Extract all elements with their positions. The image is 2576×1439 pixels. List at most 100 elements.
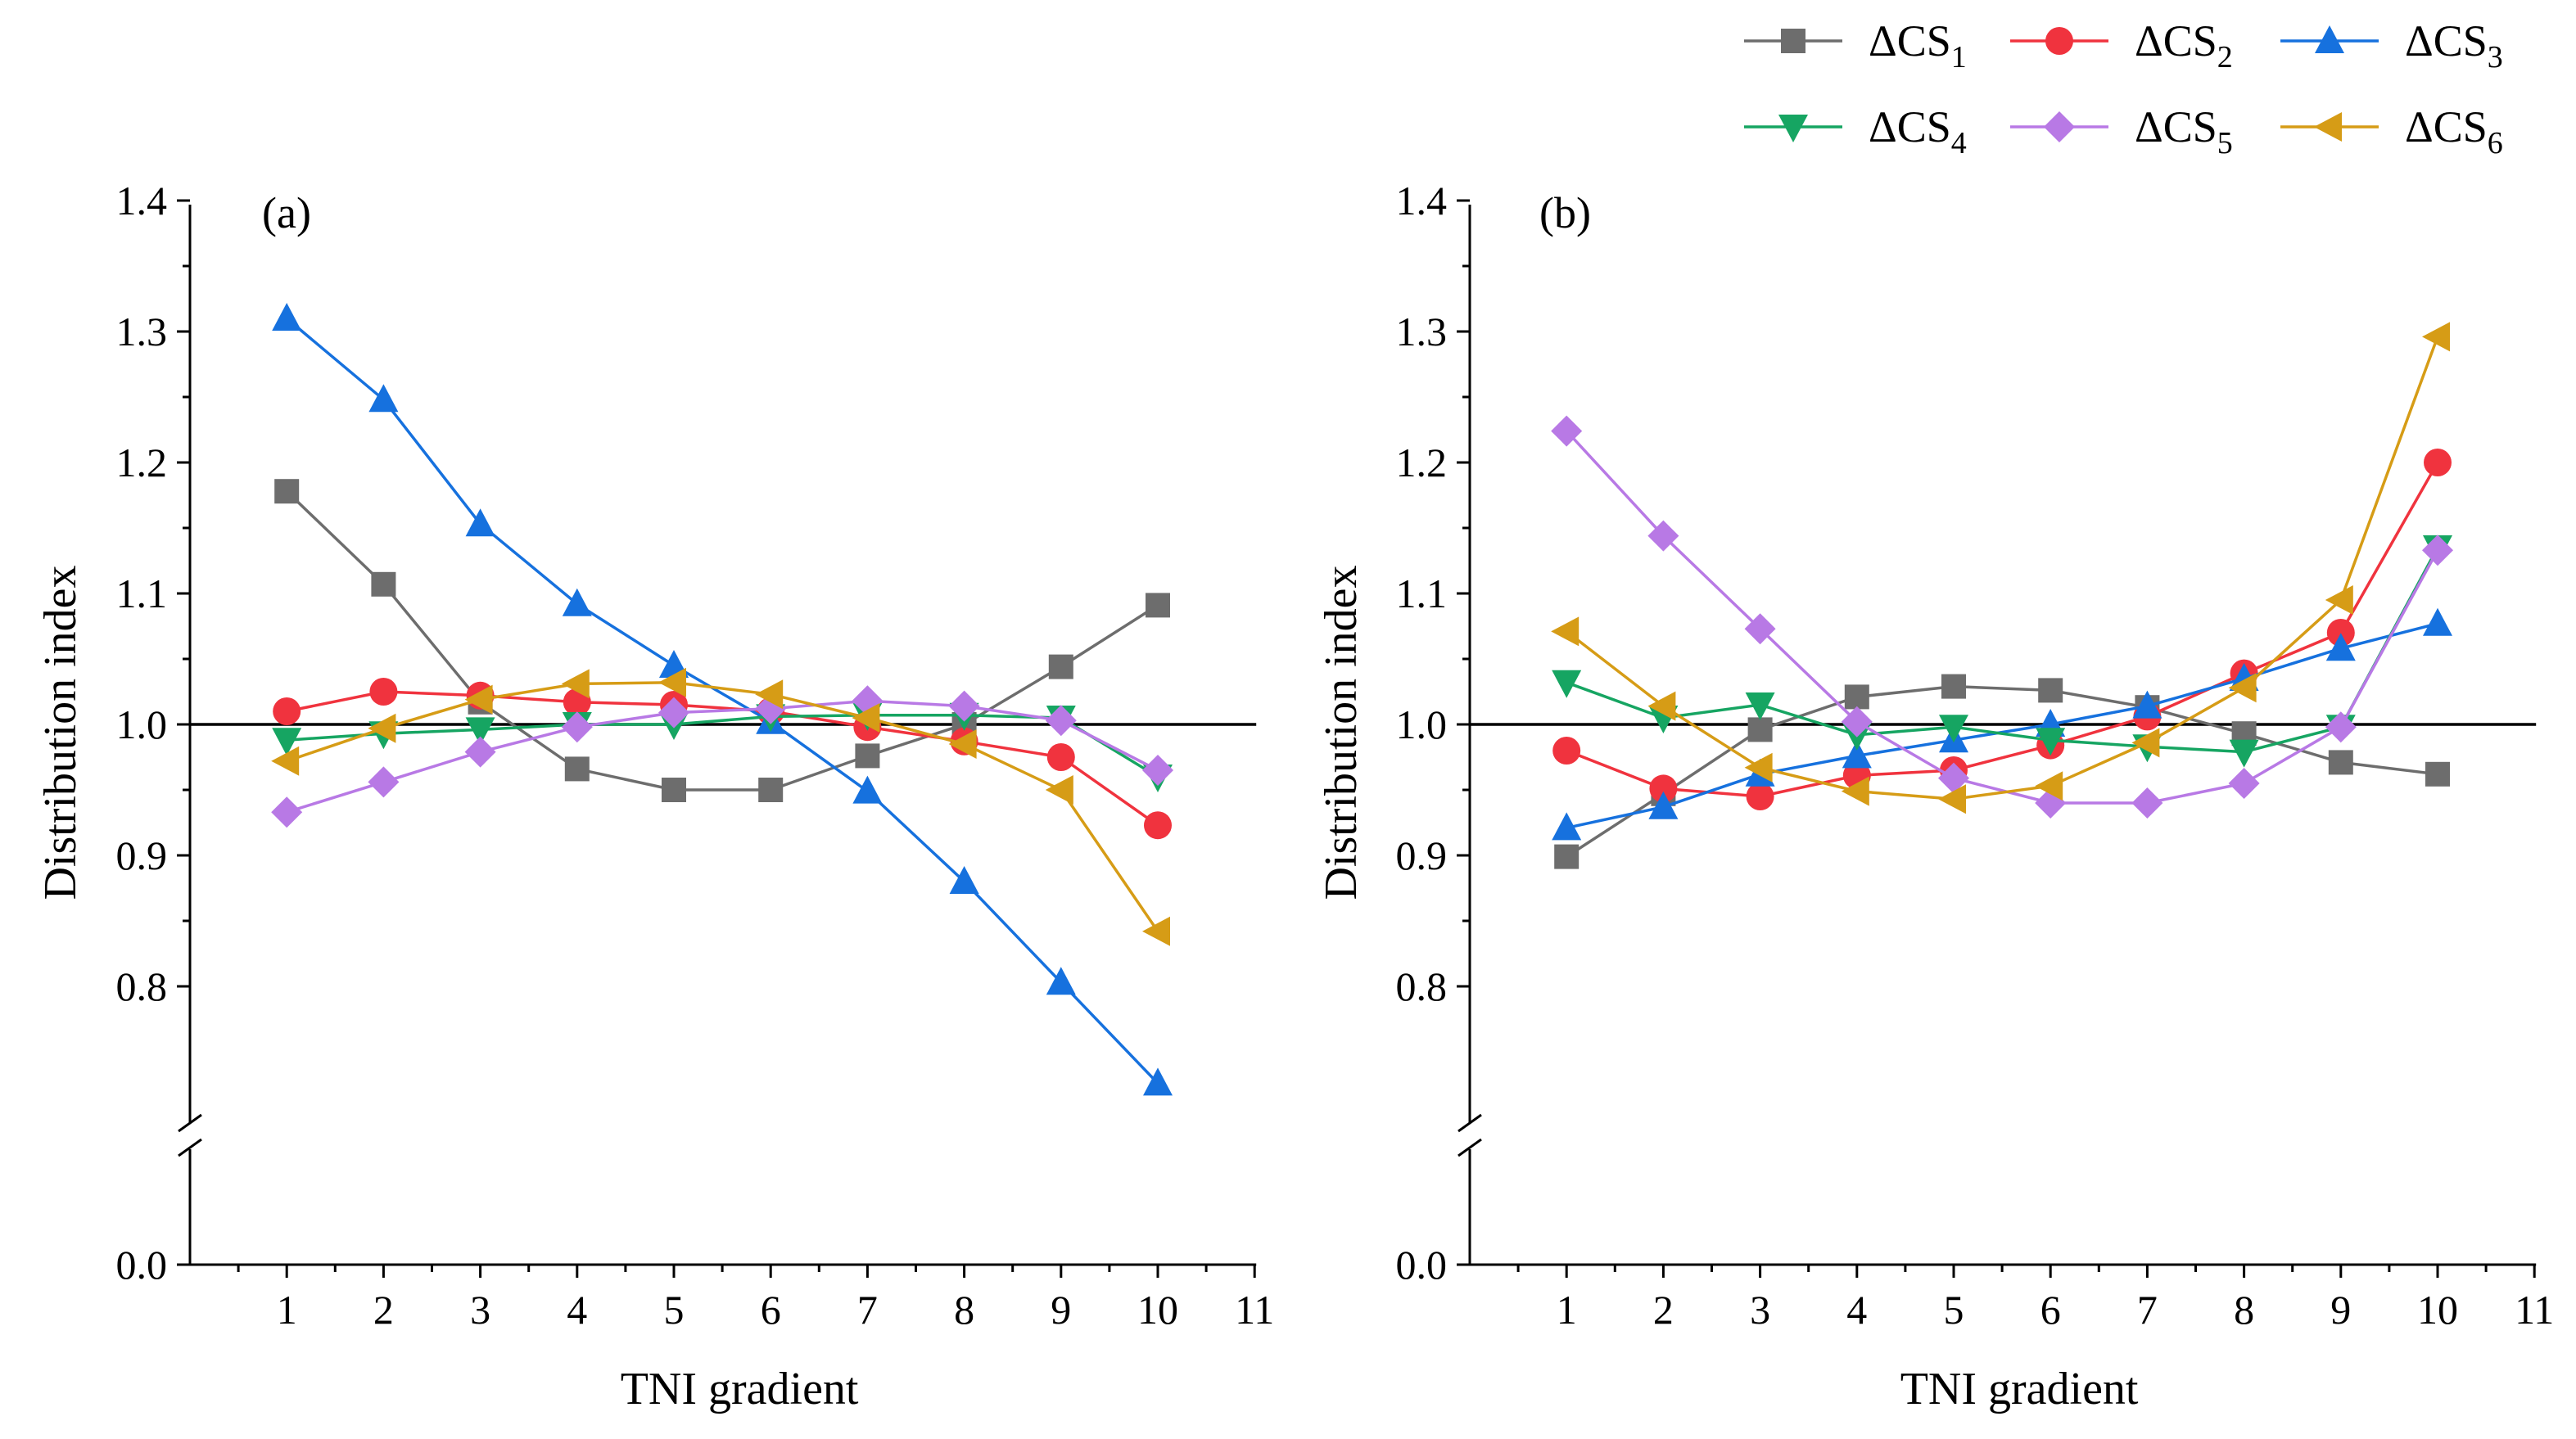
data-point [1045, 705, 1077, 737]
data-point [1938, 762, 1969, 794]
y-tick-label: 0.0 [1396, 1242, 1448, 1288]
legend-label-main: ΔCS [2405, 102, 2488, 151]
data-point [1551, 616, 1579, 647]
data-point [562, 588, 592, 616]
data-point [2038, 678, 2063, 703]
x-tick-label: 10 [2417, 1287, 2458, 1333]
data-point [1941, 674, 1966, 699]
data-point [274, 479, 300, 504]
x-tick-label: 3 [1750, 1287, 1770, 1333]
data-point [464, 684, 493, 715]
series-line [286, 699, 1159, 814]
data-point [465, 508, 495, 537]
series-line [1565, 430, 2439, 805]
data-point [2328, 750, 2353, 775]
data-point [852, 775, 883, 804]
data-point [1551, 415, 1583, 447]
y-tick-label: 1.3 [1396, 309, 1448, 354]
series-line [1566, 547, 2439, 754]
data-point [368, 384, 399, 413]
data-point [1841, 776, 1869, 806]
x-tick-label: 7 [857, 1287, 878, 1333]
data-point [465, 717, 495, 746]
legend-item: ΔCS5 [2010, 102, 2233, 160]
data-point [1554, 844, 1579, 869]
series-line [286, 690, 1159, 827]
y-tick-label: 1.3 [116, 309, 168, 354]
y-tick-label: 0.8 [1396, 963, 1448, 1009]
x-tick-label: 1 [277, 1287, 297, 1333]
legend-item: ΔCS4 [1744, 102, 1967, 160]
y-axis-title: Distribution index [1316, 565, 1367, 900]
data-point [1144, 811, 1172, 840]
axis-break-mark [178, 1138, 202, 1157]
data-point [464, 736, 496, 768]
data-point [1048, 654, 1073, 679]
panel-a: 0.0 0.8 0.9 1.0 1.1 1.2 1.3 1.4 1 2 3 4 5 6 7 8 9 10 11 TNI… [35, 178, 1274, 1414]
y-axis-title: Distribution index [35, 565, 86, 900]
legend-label-subscript: 1 [1951, 40, 1967, 74]
legend-label: ΔCS5 [2135, 102, 2233, 160]
data-point [2424, 449, 2452, 476]
legend-marker [2044, 111, 2075, 142]
x-tick-label: 10 [1137, 1287, 1178, 1333]
data-point [1045, 775, 1073, 805]
legend-label-main: ΔCS [1869, 16, 1951, 65]
data-point [1647, 520, 1679, 552]
x-tick-label: 1 [1557, 1287, 1577, 1333]
axis-break-mark [1457, 1113, 1482, 1133]
legend-label-main: ΔCS [2135, 16, 2217, 65]
data-point [1747, 717, 1773, 742]
data-point [1649, 774, 1678, 803]
legend-label-subscript: 2 [2217, 40, 2233, 74]
x-tick-label: 2 [1653, 1287, 1674, 1333]
data-point [2326, 619, 2355, 647]
data-point [2228, 673, 2257, 703]
y-tick-label: 1.4 [116, 178, 168, 223]
series-ΔCS5 [1551, 415, 2453, 819]
x-axis-title: TNI gradient [1900, 1364, 2139, 1414]
legend-label-subscript: 6 [2488, 126, 2503, 160]
x-tick-label: 5 [1944, 1287, 1964, 1333]
data-point [1647, 691, 1676, 721]
legend-marker [2315, 25, 2344, 53]
legend-label-subscript: 3 [2488, 40, 2503, 74]
y-tick-label: 1.0 [1396, 701, 1448, 747]
data-point [948, 690, 980, 722]
x-tick-label: 4 [567, 1287, 587, 1333]
data-point [273, 697, 301, 725]
data-point [1842, 740, 1872, 769]
legend-label-subscript: 4 [1951, 126, 1967, 160]
legend-item: ΔCS6 [2280, 102, 2503, 160]
data-point [1046, 967, 1076, 995]
data-point [2425, 761, 2450, 787]
data-point [272, 728, 302, 756]
data-point [949, 866, 979, 894]
legend-marker [1778, 115, 1808, 142]
x-tick-label: 4 [1846, 1287, 1867, 1333]
data-point [2423, 607, 2452, 636]
legend-label-subscript: 5 [2217, 126, 2233, 160]
data-point [758, 778, 784, 802]
data-point [1844, 684, 1869, 710]
data-point [1146, 593, 1170, 618]
data-point [855, 743, 880, 769]
data-point [2132, 690, 2162, 719]
legend-label: ΔCS3 [2405, 16, 2503, 74]
x-tick-label: 9 [2330, 1287, 2351, 1333]
x-tick-label: 6 [761, 1287, 781, 1333]
legend-item: ΔCS2 [2010, 16, 2233, 74]
y-tick-label: 0.9 [116, 832, 168, 878]
legend-label-main: ΔCS [2405, 16, 2488, 65]
series-line [1566, 684, 2438, 859]
data-point [1142, 916, 1170, 946]
x-tick-label: 6 [2040, 1287, 2061, 1333]
data-point [2325, 711, 2357, 743]
data-point [948, 729, 977, 759]
legend-label: ΔCS1 [1869, 16, 1967, 74]
data-point [561, 669, 590, 699]
data-point [271, 796, 303, 828]
